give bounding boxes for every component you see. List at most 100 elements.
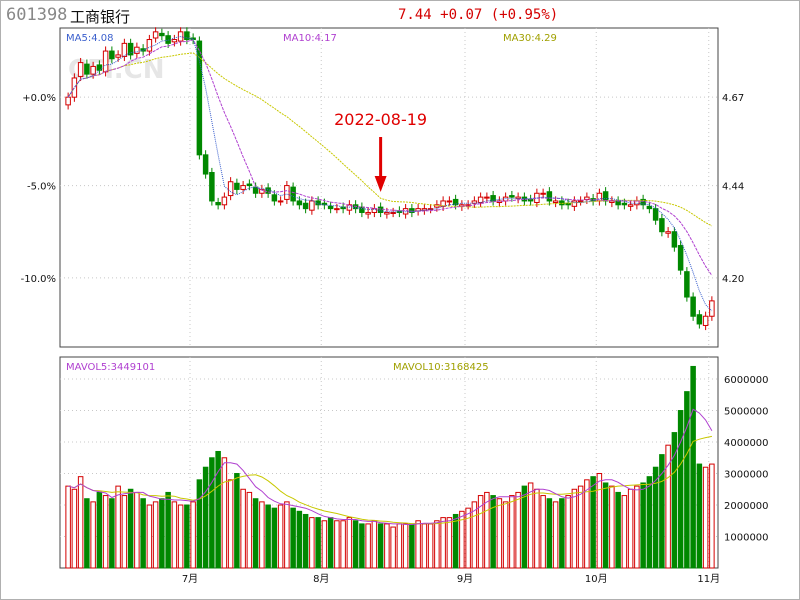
candle bbox=[540, 192, 546, 195]
candle bbox=[234, 182, 240, 190]
volume-bar bbox=[477, 495, 484, 569]
candle bbox=[221, 196, 228, 206]
volume-bar bbox=[215, 450, 221, 569]
volume-bar bbox=[340, 520, 346, 569]
candle bbox=[684, 271, 690, 298]
candle bbox=[577, 200, 584, 203]
volume-bar bbox=[265, 504, 271, 569]
volume-bar bbox=[302, 513, 309, 569]
volume-bar bbox=[327, 517, 334, 569]
candle bbox=[371, 208, 378, 213]
volume-bar bbox=[102, 495, 109, 569]
volume-bar bbox=[371, 520, 378, 569]
volume-bar bbox=[546, 498, 553, 569]
left-axis-pct-label: -10.0% bbox=[21, 274, 56, 285]
candle bbox=[327, 205, 334, 210]
candle bbox=[71, 77, 78, 98]
volume-bar bbox=[596, 473, 603, 569]
candle bbox=[65, 96, 71, 106]
volume-bar bbox=[271, 507, 278, 569]
candle bbox=[690, 296, 696, 317]
volume-bar bbox=[246, 491, 253, 569]
volume-bar bbox=[521, 485, 528, 569]
x-axis-month-label: 10月 bbox=[585, 573, 608, 585]
volume-bar bbox=[252, 498, 259, 569]
volume-bar bbox=[352, 520, 359, 569]
candle bbox=[184, 31, 190, 41]
candle bbox=[421, 208, 428, 211]
volume-bar bbox=[346, 517, 353, 569]
right-axis-price-label: 4.20 bbox=[722, 274, 744, 285]
volume-bar bbox=[502, 501, 509, 569]
candle bbox=[677, 245, 684, 271]
candle bbox=[671, 231, 678, 248]
candle bbox=[284, 185, 290, 200]
candle bbox=[709, 300, 715, 317]
volume-bar bbox=[209, 457, 215, 569]
left-axis-pct-label: -5.0% bbox=[27, 182, 56, 193]
candle bbox=[102, 50, 109, 73]
volume-bar bbox=[127, 488, 134, 569]
candle bbox=[627, 204, 634, 207]
volume-bar bbox=[359, 523, 365, 569]
candle bbox=[559, 200, 565, 206]
candle bbox=[377, 206, 384, 213]
candle bbox=[484, 196, 490, 199]
candle bbox=[277, 200, 284, 203]
candle bbox=[246, 183, 253, 187]
candle bbox=[165, 35, 171, 44]
price-change-pct: (+0.95%) bbox=[490, 7, 559, 23]
volume-bar bbox=[602, 482, 609, 569]
candle bbox=[209, 172, 215, 202]
candle bbox=[77, 62, 84, 77]
right-axis-price-label: 4.44 bbox=[722, 182, 744, 193]
annotation-arrow-head bbox=[374, 176, 387, 192]
volume-bar bbox=[377, 523, 384, 569]
candle bbox=[227, 181, 234, 197]
candle bbox=[652, 208, 659, 221]
ma30-line bbox=[67, 52, 713, 227]
volume-bar bbox=[409, 523, 415, 569]
candle bbox=[571, 200, 578, 207]
volume-bar bbox=[115, 485, 121, 569]
volume-bar bbox=[290, 507, 296, 569]
volume-bar bbox=[571, 488, 578, 569]
volume-bar bbox=[565, 495, 571, 569]
right-axis-price-label: 4.67 bbox=[722, 93, 744, 104]
candle bbox=[546, 191, 553, 202]
volume-bar bbox=[177, 504, 184, 569]
volume-bar bbox=[446, 517, 453, 569]
volume-bar bbox=[96, 491, 103, 569]
mavol10-label: MAVOL10:3168425 bbox=[393, 362, 489, 373]
mavol5-label: MAVOL5:3449101 bbox=[66, 362, 155, 373]
volume-bar bbox=[90, 501, 96, 569]
volume-bar bbox=[234, 473, 240, 569]
candle bbox=[359, 206, 365, 213]
volume-bar bbox=[390, 526, 396, 569]
candle bbox=[121, 42, 128, 57]
candle bbox=[696, 314, 703, 325]
volume-bar bbox=[396, 523, 403, 569]
candle bbox=[552, 200, 559, 203]
candle bbox=[409, 208, 415, 213]
stock-code: 601398 bbox=[6, 5, 68, 25]
left-axis-pct-label: +0.0% bbox=[22, 93, 56, 104]
price-panel bbox=[59, 27, 719, 348]
volume-bar bbox=[709, 463, 715, 569]
volume-bar bbox=[640, 482, 646, 569]
volume-bar bbox=[134, 491, 140, 569]
candle bbox=[171, 39, 178, 43]
candle bbox=[659, 218, 665, 233]
x-axis-month-label: 11月 bbox=[697, 573, 720, 585]
volume-bar bbox=[615, 491, 621, 569]
volume-bar bbox=[609, 485, 615, 569]
volume-bar bbox=[621, 495, 628, 569]
volume-bar bbox=[584, 479, 590, 569]
candle bbox=[302, 202, 309, 210]
candle bbox=[615, 200, 621, 206]
annotation-date: 2022-08-19 bbox=[334, 110, 427, 129]
volume-axis-label: 3000000 bbox=[724, 470, 769, 481]
candle bbox=[90, 65, 96, 75]
x-axis-month-label: 7月 bbox=[182, 573, 198, 585]
